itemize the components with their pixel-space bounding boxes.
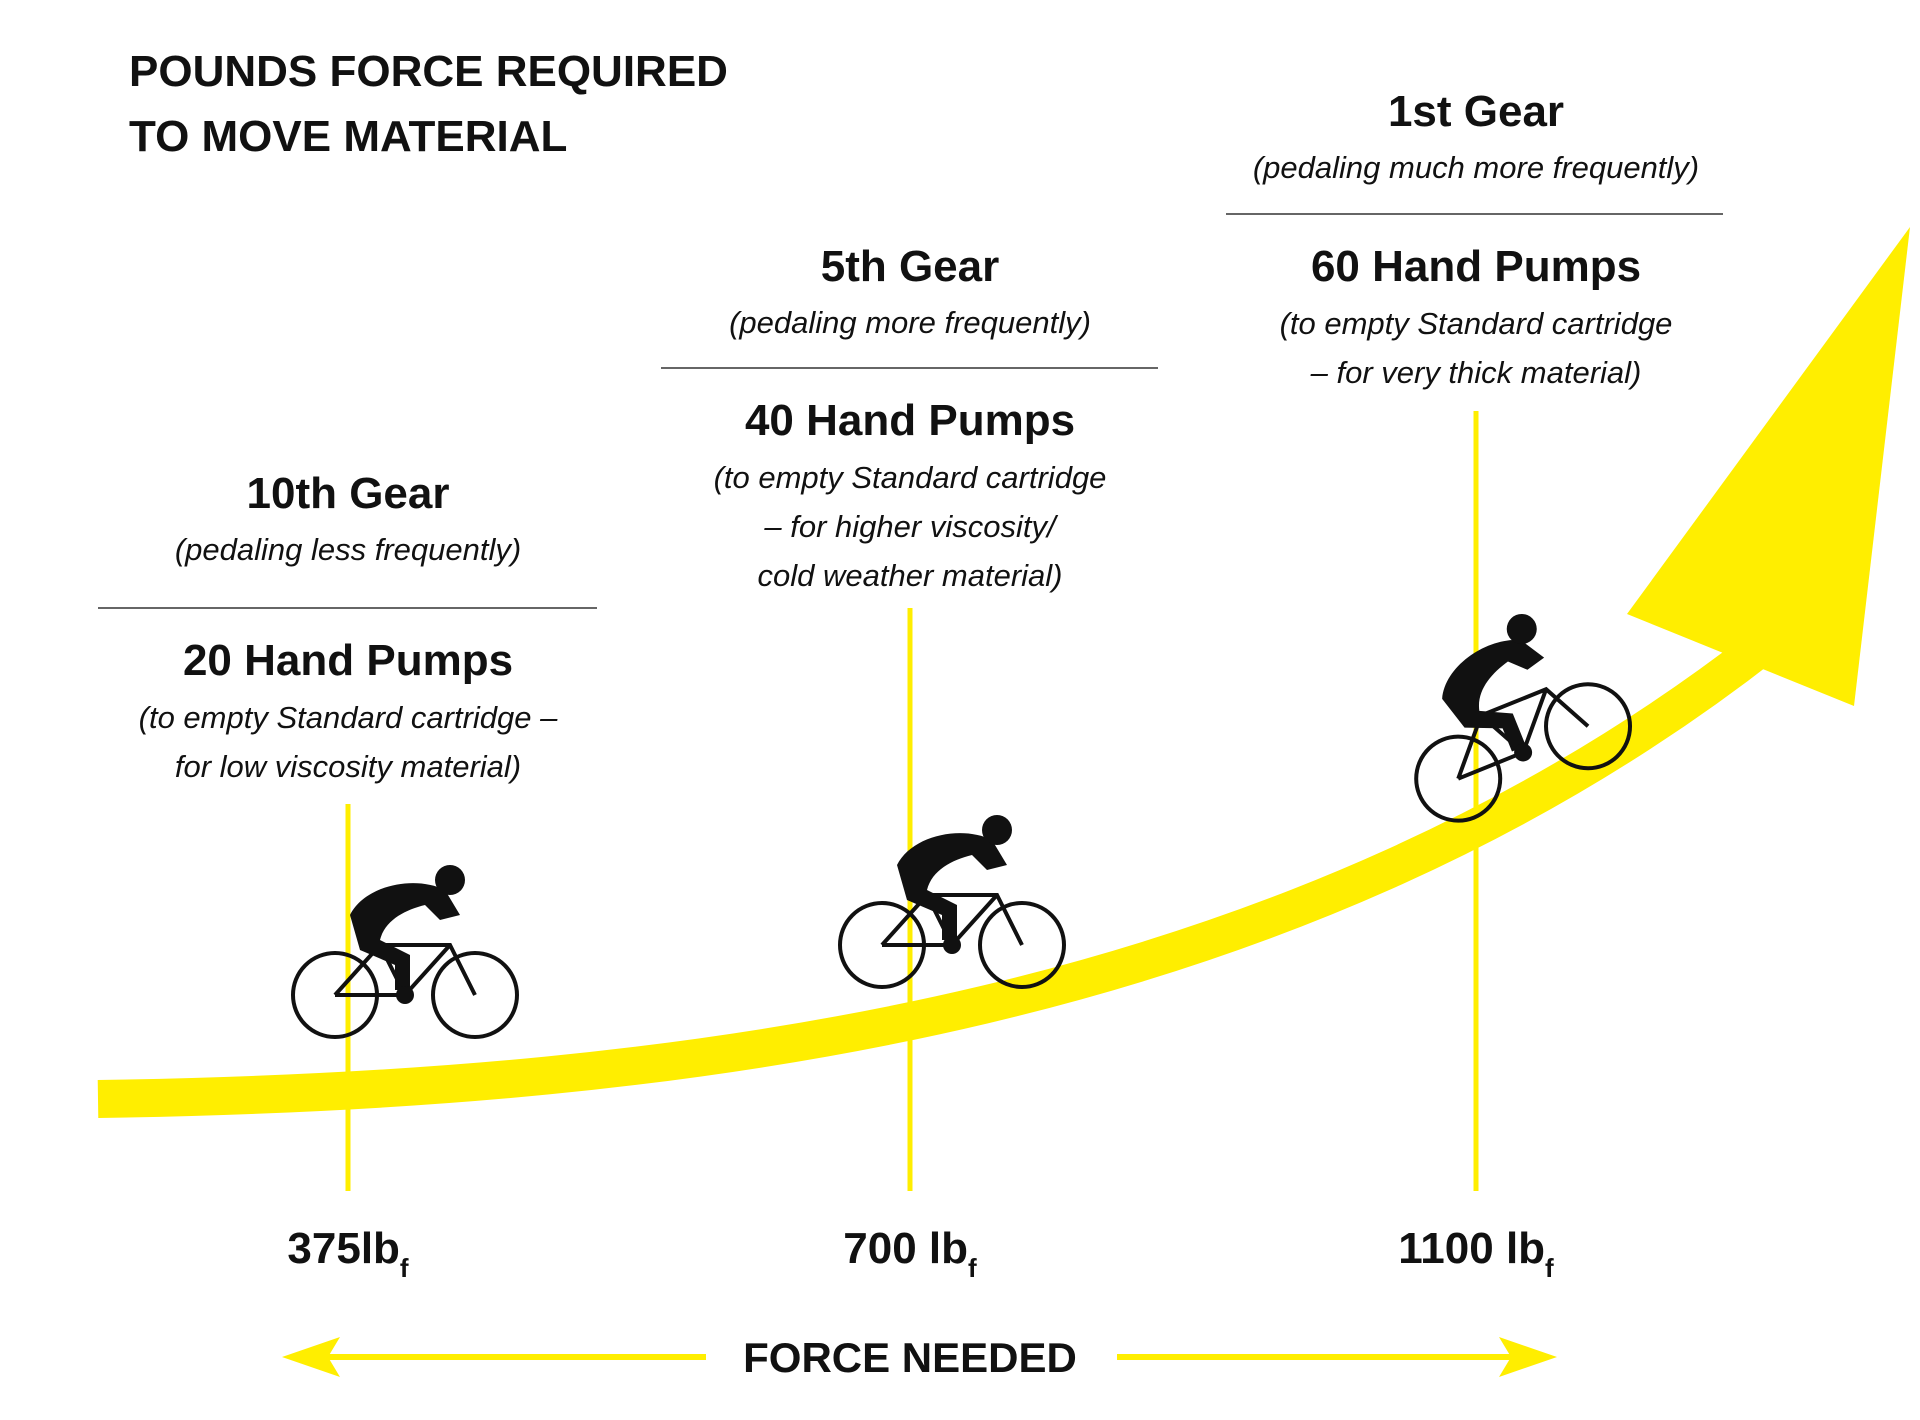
force-unit: f <box>968 1253 977 1283</box>
pumps-note: – for higher viscosity/ <box>763 509 1059 544</box>
force-curve <box>97 625 1782 1118</box>
gear-note: (pedaling less frequently) <box>175 532 521 567</box>
force-value: 700 lb <box>843 1224 968 1273</box>
pumps-label: 60 Hand Pumps <box>1311 242 1641 291</box>
arrow-head <box>1627 227 1910 706</box>
pumps-label: 40 Hand Pumps <box>745 396 1075 445</box>
pumps-note: cold weather material) <box>758 558 1063 593</box>
pumps-label: 20 Hand Pumps <box>183 636 513 685</box>
cyclist <box>291 863 519 1039</box>
axis-label: FORCE NEEDED <box>743 1334 1077 1381</box>
force-value: 1100 lb <box>1398 1224 1545 1273</box>
gear-label: 1st Gear <box>1388 87 1564 136</box>
cyclist <box>838 813 1066 989</box>
title-line: POUNDS FORCE REQUIRED <box>129 47 728 96</box>
pumps-note: (to empty Standard cartridge <box>714 460 1107 495</box>
force-label: 375lbf <box>287 1224 409 1283</box>
force-value: 375lb <box>287 1224 400 1273</box>
force-unit: f <box>400 1253 409 1283</box>
pumps-note: – for very thick material) <box>1310 355 1642 390</box>
left-arrow-head <box>282 1337 340 1377</box>
gear-note: (pedaling more frequently) <box>729 305 1091 340</box>
pumps-note: (to empty Standard cartridge – <box>139 700 558 735</box>
force-label: 700 lbf <box>843 1224 977 1283</box>
force-unit: f <box>1545 1253 1554 1283</box>
pumps-note: (to empty Standard cartridge <box>1280 306 1673 341</box>
gear-note: (pedaling much more frequently) <box>1253 150 1699 185</box>
gear-label: 10th Gear <box>247 469 450 518</box>
right-arrow-head <box>1499 1337 1557 1377</box>
pumps-note: for low viscosity material) <box>175 749 521 784</box>
force-label: 1100 lbf <box>1398 1224 1554 1283</box>
gear-label: 5th Gear <box>821 242 1000 291</box>
title-line: TO MOVE MATERIAL <box>129 112 567 161</box>
